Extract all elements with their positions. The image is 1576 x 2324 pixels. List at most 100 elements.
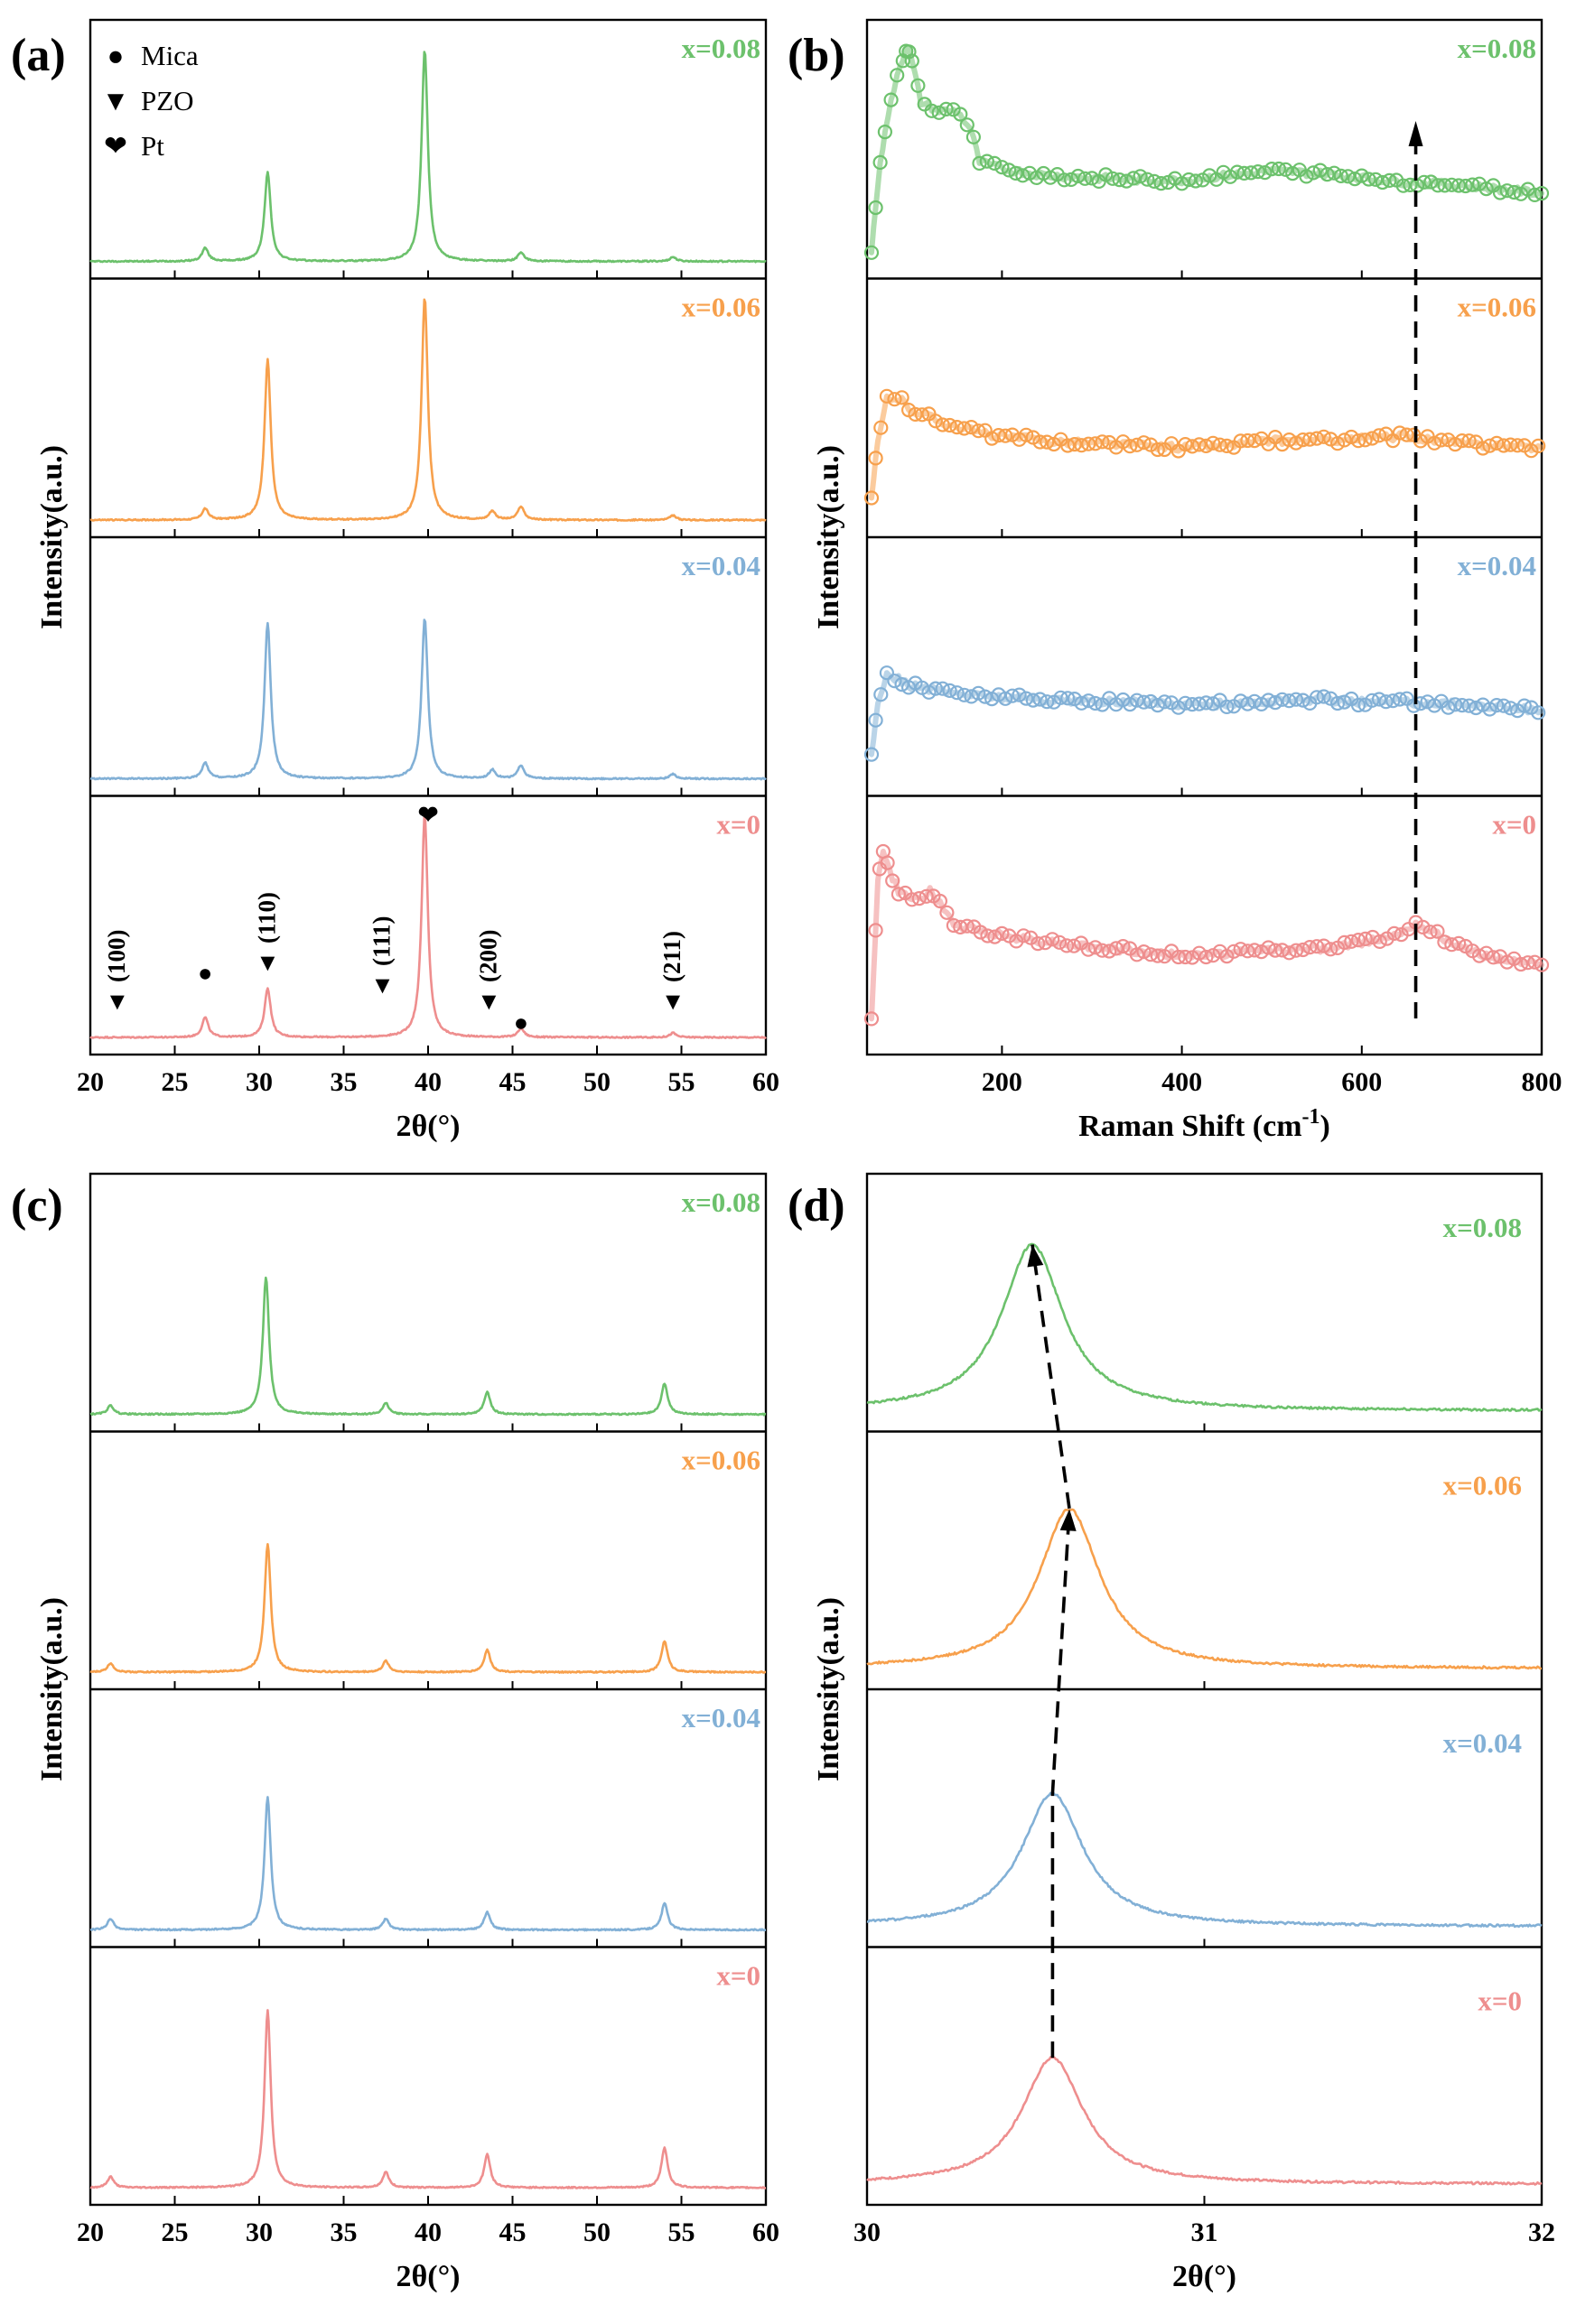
- data-point: [1074, 438, 1089, 453]
- data-point: [1486, 950, 1501, 965]
- data-point: [942, 417, 957, 433]
- data-point: [1015, 168, 1030, 183]
- data-point: [868, 712, 883, 728]
- data-point: [949, 685, 965, 701]
- data-point: [863, 490, 880, 506]
- data-point: [1282, 432, 1297, 448]
- x-tick-label: 40: [415, 1067, 442, 1097]
- data-point: [1040, 434, 1055, 450]
- series-line: [89, 298, 767, 522]
- data-point: [994, 925, 1010, 942]
- data-point: [1534, 957, 1550, 972]
- series-line: [866, 2056, 1543, 2186]
- data-point: [1392, 425, 1408, 441]
- data-point: [1302, 939, 1318, 955]
- panel-d: 30 31 32 (d) Intensity(a.u.) 2θ(°) x=0.08 x=0.0…: [788, 1172, 1555, 2293]
- annotation-marker: ▼: [256, 949, 280, 976]
- data-point: [1516, 698, 1532, 713]
- data-point: [1142, 693, 1159, 710]
- data-point: [1309, 939, 1325, 954]
- data-point: [1274, 692, 1290, 707]
- data-point: [1129, 693, 1144, 708]
- data-point: [994, 160, 1010, 175]
- data-point: [1433, 432, 1450, 448]
- data-point: [873, 687, 889, 702]
- peak-annotations: ▼ (100) ▼ (110) ▼ (111) ▼ (200) ▼ (211) ● ● ❤: [103, 802, 685, 1037]
- data-point: [956, 687, 972, 702]
- annotation-label: (211): [658, 931, 685, 982]
- data-point: [1450, 178, 1467, 193]
- data-point: [1496, 698, 1512, 713]
- data-point: [1178, 695, 1193, 711]
- data-point: [977, 689, 993, 704]
- data-point: [1181, 172, 1197, 188]
- data-point: [1042, 170, 1058, 185]
- data-point: [1306, 165, 1321, 181]
- data-point: [1444, 177, 1459, 192]
- data-point: [1444, 937, 1459, 953]
- data-point: [1150, 697, 1165, 713]
- series-label: x=0.08: [682, 1186, 760, 1218]
- data-point: [1531, 705, 1546, 720]
- annotation-marker: ❤: [418, 802, 439, 829]
- data-point: [1378, 694, 1394, 710]
- data-point: [1337, 432, 1352, 448]
- x-tick-label: 30: [246, 1067, 273, 1097]
- data-point: [1510, 438, 1525, 453]
- data-point: [1386, 925, 1402, 942]
- data-point: [1063, 172, 1079, 187]
- data-point: [1295, 942, 1310, 958]
- x-tick-label: 31: [1191, 2217, 1218, 2247]
- data-point: [1337, 694, 1352, 710]
- data-point: [1288, 692, 1304, 707]
- data-point: [1430, 178, 1446, 193]
- data-point: [911, 890, 927, 906]
- data-point: [1271, 161, 1287, 177]
- data-point: [1350, 932, 1366, 948]
- data-point: [1129, 437, 1144, 452]
- data-point: [1038, 935, 1053, 951]
- data-point: [1285, 166, 1301, 181]
- series-line: [869, 670, 1544, 758]
- data-point: [1150, 442, 1165, 458]
- data-point: [1357, 432, 1373, 448]
- data-point: [1367, 172, 1384, 187]
- data-point: [1226, 944, 1242, 959]
- data-point: [1448, 437, 1463, 452]
- data-point: [868, 200, 883, 216]
- data-point: [1282, 693, 1297, 709]
- x-axis-label: 2θ(°): [396, 2260, 461, 2293]
- data-point: [1153, 176, 1169, 191]
- data-point: [1040, 694, 1055, 710]
- series-markers: [863, 388, 1546, 506]
- series-label: x=0.08: [682, 33, 760, 64]
- data-point: [1299, 169, 1314, 184]
- data-point: [939, 905, 955, 920]
- data-point: [1261, 693, 1276, 708]
- data-point: [1492, 185, 1508, 200]
- data-point: [879, 388, 895, 404]
- data-point: [863, 1011, 880, 1027]
- data-point: [868, 451, 883, 466]
- data-point: [1448, 697, 1463, 712]
- data-point: [1178, 949, 1193, 965]
- data-point: [1125, 171, 1142, 186]
- data-point: [971, 423, 986, 439]
- guide-arrowhead: [1027, 1244, 1044, 1268]
- data-point: [1032, 692, 1048, 707]
- data-point: [1140, 172, 1155, 187]
- x-tick-label: 200: [982, 1067, 1022, 1097]
- data-point: [1496, 438, 1512, 453]
- x-tick-label: 45: [499, 1067, 527, 1097]
- series-label: x=0.06: [682, 292, 760, 323]
- data-point: [910, 78, 926, 93]
- data-point: [1329, 436, 1346, 451]
- y-axis-label: Intensity(a.u.): [812, 445, 845, 629]
- data-point: [1427, 435, 1442, 451]
- data-point: [1309, 431, 1325, 446]
- data-point: [1191, 696, 1207, 711]
- data-point: [986, 155, 1002, 171]
- panel-label: (b): [788, 30, 845, 81]
- data-point: [1077, 171, 1093, 186]
- series-label: x=0: [716, 809, 760, 841]
